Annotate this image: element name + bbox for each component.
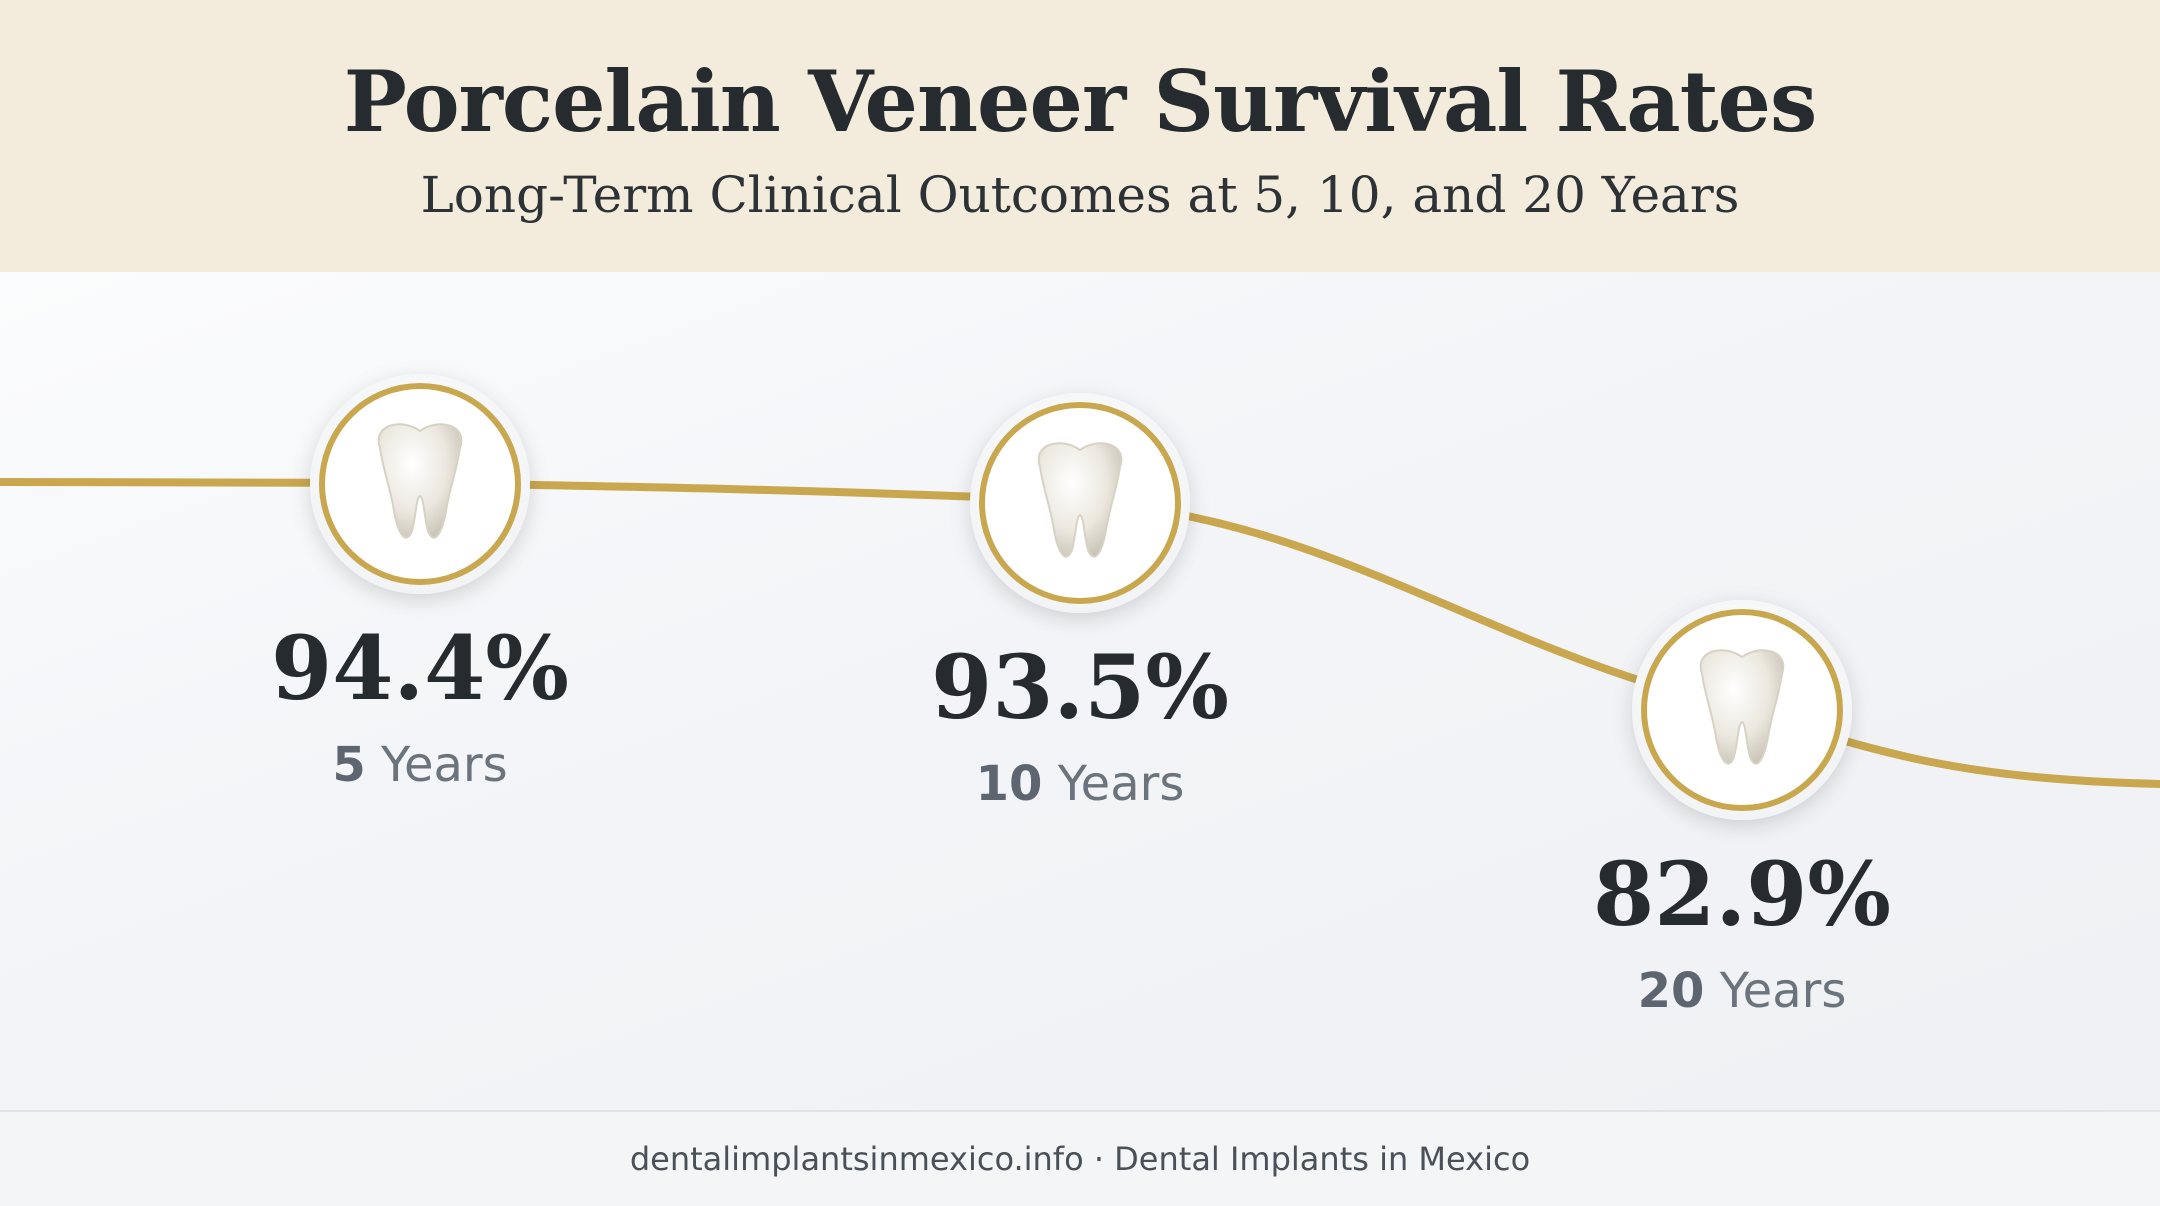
period-label: 20 Years [1638, 963, 1847, 1019]
milestone-marker-10-years [970, 393, 1190, 613]
period-unit: Years [1704, 963, 1846, 1019]
tooth-icon [1037, 442, 1123, 558]
survival-value-label: 93.5% [931, 635, 1229, 739]
footer-bar [0, 1112, 2160, 1206]
period-unit: Years [366, 737, 508, 793]
period-label: 5 Years [332, 737, 507, 793]
header-banner: Porcelain Veneer Survival Rates Long-Ter… [0, 0, 2160, 272]
period-label: 10 Years [976, 756, 1185, 812]
survival-value-label: 94.4% [271, 616, 569, 720]
footer-credit: dentalimplantsinmexico.info · Dental Imp… [629, 1140, 1531, 1178]
milestone-marker-20-years [1632, 600, 1852, 820]
period-number: 10 [976, 756, 1043, 812]
milestone-marker-5-years [310, 374, 530, 594]
survival-trend-line [0, 478, 2160, 788]
tooth-icon [1699, 649, 1785, 765]
footer-divider [0, 1110, 2160, 1112]
page-subtitle: Long-Term Clinical Outcomes at 5, 10, an… [420, 166, 1740, 224]
period-number: 5 [332, 737, 365, 793]
tooth-icon [377, 423, 463, 539]
survival-value-label: 82.9% [1593, 842, 1891, 946]
period-unit: Years [1042, 756, 1184, 812]
page-title: Porcelain Veneer Survival Rates [343, 52, 1818, 151]
period-number: 20 [1638, 963, 1705, 1019]
